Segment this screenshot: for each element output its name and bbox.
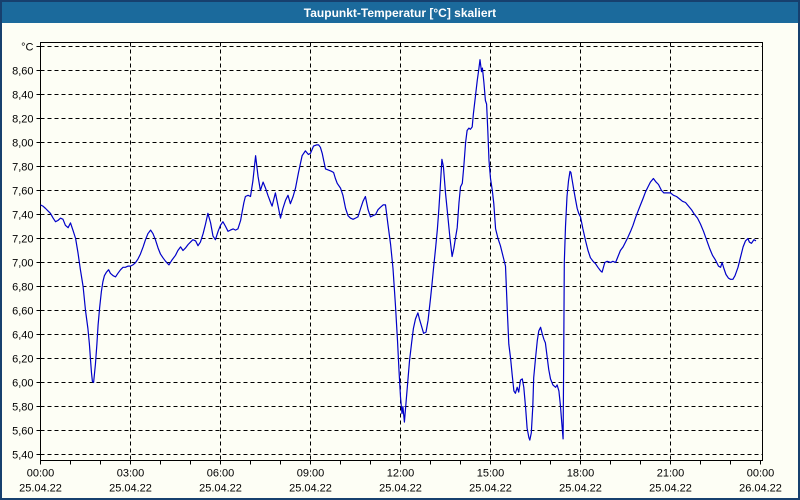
y-tick-label: 8,40 [12,90,33,102]
title-bar: Taupunkt-Temperatur [°C] skaliert [2,2,798,23]
x-tick-date-label: 25.04.22 [199,483,242,495]
x-tick-time-label: 00:00 [27,468,55,480]
x-tick-time-label: 15:00 [477,468,505,480]
x-tick-date-label: 25.04.22 [19,483,62,495]
y-tick-label: 6,40 [12,330,33,342]
temperature-line [40,59,757,441]
plot-group: °C 8,60 8,40 8,20 8,00 7,80 7,60 7,40 7,20 7,00 6,… [12,42,782,495]
y-tick-label: 6,60 [12,306,33,318]
y-tick-label: 8,20 [12,114,33,126]
y-tick-label: 7,40 [12,210,33,222]
x-tick-time-label: 21:00 [657,468,685,480]
y-tick-label: 6,00 [12,378,33,390]
x-tick-date-label: 25.04.22 [469,483,512,495]
x-tick-time-label: 12:00 [387,468,415,480]
y-tick-label: 6,20 [12,354,33,366]
y-tick-label: 5,80 [12,402,33,414]
y-tick-label: 6,80 [12,282,33,294]
x-tick-time-label: 18:00 [567,468,595,480]
x-tick-date-label: 25.04.22 [379,483,422,495]
chart-title: Taupunkt-Temperatur [°C] skaliert [303,5,497,20]
x-tick-date-label: 26.04.22 [739,483,782,495]
y-tick-label: 7,20 [12,234,33,246]
x-tick-time-label: 09:00 [297,468,325,480]
x-tick-time-label: 00:00 [747,468,775,480]
y-tick-label: 7,60 [12,186,33,198]
y-tick-label: 7,00 [12,258,33,270]
y-tick-label: 5,60 [12,426,33,438]
x-tick-date-label: 25.04.22 [109,483,152,495]
x-tick-date-label: 25.04.22 [649,483,692,495]
y-tick-label: 8,60 [12,66,33,78]
x-tick-date-label: 25.04.22 [559,483,602,495]
plot-border [40,42,763,461]
x-tick-time-label: 06:00 [207,468,235,480]
y-tick-label: 5,40 [12,450,33,462]
x-tick-time-label: 03:00 [117,468,145,480]
y-tick-label: °C [21,42,33,54]
x-tick-date-label: 25.04.22 [289,483,332,495]
y-tick-label: 7,80 [12,162,33,174]
y-tick-label: 8,00 [12,138,33,150]
